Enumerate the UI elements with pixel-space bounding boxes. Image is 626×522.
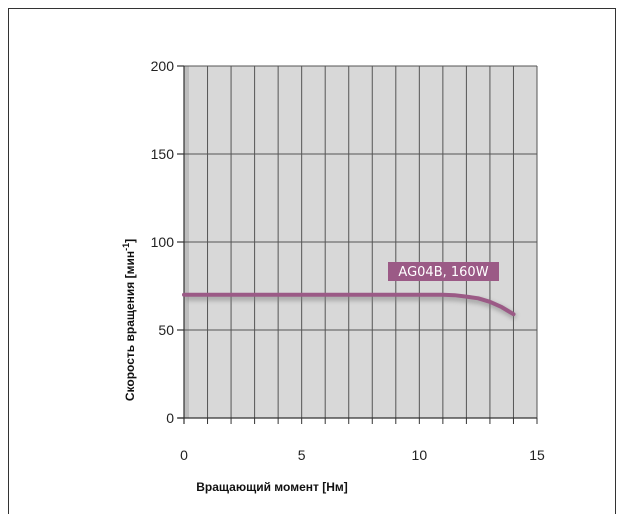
chart-frame xyxy=(8,8,616,514)
y-tick-label: 50 xyxy=(158,322,174,338)
series-label-box xyxy=(388,262,499,281)
series-line xyxy=(182,292,516,317)
y-axis-title: Скорость вращения [мин-1] xyxy=(121,239,137,401)
y-tick-label: 150 xyxy=(151,146,175,162)
x-tick-label: 5 xyxy=(298,447,306,463)
y-tick-label: 200 xyxy=(151,58,175,74)
x-tick-label: 10 xyxy=(412,447,428,463)
x-tick-label: 15 xyxy=(529,447,545,463)
y-tick-label: 100 xyxy=(151,234,175,250)
y-axis-title-main: Скорость вращения [мин xyxy=(123,251,137,401)
y-axis-title-superscript: -1 xyxy=(121,243,131,251)
y-tick-label: 0 xyxy=(166,410,174,426)
y-axis-title-end: ] xyxy=(123,239,137,243)
x-axis-title: Вращающий момент [Нм] xyxy=(196,480,348,494)
x-tick-label: 0 xyxy=(180,447,188,463)
series-label: AG04B, 160W xyxy=(398,265,488,280)
